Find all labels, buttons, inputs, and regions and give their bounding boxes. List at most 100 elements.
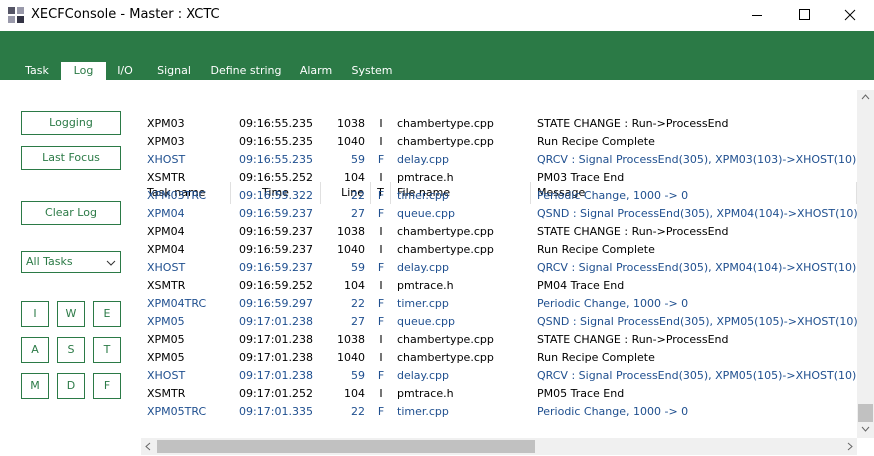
logging-button[interactable]: Logging	[21, 111, 121, 135]
log-cell: timer.cpp	[397, 297, 449, 310]
last-focus-button[interactable]: Last Focus	[21, 146, 121, 170]
scroll-right[interactable]	[847, 442, 853, 451]
log-cell: STATE CHANGE : Run->ProcessEnd	[537, 117, 729, 130]
filter-button[interactable]: I	[21, 301, 49, 327]
scroll-up[interactable]	[861, 94, 870, 100]
log-cell: Run Recipe Complete	[537, 351, 655, 364]
log-cell: 09:17:01.238	[239, 369, 313, 382]
log-cell: 59	[351, 261, 365, 274]
log-cell: XSMTR	[147, 171, 186, 184]
log-cell: 22	[351, 405, 365, 418]
log-cell: 1040	[337, 351, 365, 364]
window-controls[interactable]	[740, 0, 874, 31]
log-cell: XPM05	[147, 333, 185, 346]
tab[interactable]: Define string	[210, 64, 282, 77]
log-cell: queue.cpp	[397, 207, 455, 220]
tab[interactable]: System	[351, 64, 393, 77]
scroll-left[interactable]	[145, 442, 151, 451]
filter-button[interactable]: W	[57, 301, 85, 327]
column-header[interactable]: Time	[231, 182, 321, 204]
log-cell: QRCV : Signal ProcessEnd(305), XPM05(105…	[537, 369, 857, 382]
log-cell: chambertype.cpp	[397, 333, 494, 346]
log-cell: 59	[351, 369, 365, 382]
filter-button[interactable]: S	[57, 337, 85, 363]
log-cell: queue.cpp	[397, 315, 455, 328]
h-scrollbar[interactable]	[141, 438, 857, 455]
column-header[interactable]: Message	[531, 182, 857, 204]
log-cell: F	[377, 315, 385, 328]
log-cell: XPM04	[147, 243, 185, 256]
log-cell: I	[379, 279, 383, 292]
dropdown-arrow	[106, 260, 116, 266]
log-cell: 1040	[337, 135, 365, 148]
log-table: Task name Time Line T File name Message XPM03 0…	[141, 90, 857, 438]
column-header[interactable]: File name	[391, 182, 531, 204]
tab[interactable]: Task	[25, 64, 49, 77]
log-cell: 09:16:59.252	[239, 279, 313, 292]
log-cell: 104	[344, 279, 365, 292]
filter-button[interactable]: A	[21, 337, 49, 363]
log-cell: 09:16:55.252	[239, 171, 313, 184]
tab[interactable]: Log	[61, 62, 106, 80]
tab[interactable]: Alarm	[299, 64, 333, 77]
log-cell: I	[379, 171, 383, 184]
log-cell: 22	[351, 189, 365, 202]
filter-button[interactable]: M	[21, 373, 49, 399]
log-cell: delay.cpp	[397, 261, 449, 274]
tab[interactable]: I/O	[117, 64, 133, 77]
tab[interactable]: Signal	[157, 64, 191, 77]
clear-log-button[interactable]: Clear Log	[21, 201, 121, 225]
log-cell: 09:17:01.238	[239, 333, 313, 346]
log-cell: F	[377, 261, 385, 274]
log-cell: pmtrace.h	[397, 387, 454, 400]
task-dropdown[interactable]: All Tasks	[21, 251, 121, 273]
log-cell: 27	[351, 315, 365, 328]
log-cell: chambertype.cpp	[397, 135, 494, 148]
log-cell: 09:16:59.237	[239, 261, 313, 274]
header-band	[0, 31, 874, 80]
log-cell: I	[379, 351, 383, 364]
log-cell: XSMTR	[147, 387, 186, 400]
h-thumb[interactable]	[157, 440, 535, 453]
log-cell: STATE CHANGE : Run->ProcessEnd	[537, 333, 729, 346]
log-cell: XHOST	[147, 369, 186, 382]
log-cell: STATE CHANGE : Run->ProcessEnd	[537, 225, 729, 238]
log-cell: XPM04TRC	[147, 297, 207, 310]
log-cell: I	[379, 243, 383, 256]
log-cell: chambertype.cpp	[397, 243, 494, 256]
log-cell: 09:16:59.297	[239, 297, 313, 310]
log-cell: PM05 Trace End	[537, 387, 625, 400]
log-cell: Periodic Change, 1000 -> 0	[537, 405, 689, 418]
log-cell: QSND : Signal ProcessEnd(305), XPM05(105…	[537, 315, 857, 328]
scroll-down[interactable]	[861, 426, 870, 432]
log-cell: chambertype.cpp	[397, 117, 494, 130]
v-thumb[interactable]	[858, 404, 873, 422]
column-header[interactable]: Line	[321, 182, 371, 204]
log-cell: 1038	[337, 333, 365, 346]
log-cell: Run Recipe Complete	[537, 135, 655, 148]
log-cell: I	[379, 225, 383, 238]
log-cell: XPM03	[147, 117, 185, 130]
log-cell: XSMTR	[147, 279, 186, 292]
log-cell: QRCV : Signal ProcessEnd(305), XPM04(104…	[537, 261, 857, 274]
log-cell: 1038	[337, 117, 365, 130]
filter-button[interactable]: D	[57, 373, 85, 399]
log-cell: F	[377, 153, 385, 166]
log-cell: 09:16:55.322	[239, 189, 313, 202]
filter-button[interactable]: E	[93, 301, 121, 327]
title-bar: XECFConsole - Master : XCTC	[0, 0, 874, 31]
column-header[interactable]: Task name	[141, 182, 231, 204]
log-cell: pmtrace.h	[397, 171, 454, 184]
log-cell: Periodic Change, 1000 -> 0	[537, 297, 689, 310]
column-header[interactable]: T	[371, 182, 391, 204]
log-cell: XPM04	[147, 225, 185, 238]
filter-button[interactable]: T	[93, 337, 121, 363]
filter-button[interactable]: F	[93, 373, 121, 399]
v-scrollbar[interactable]	[857, 90, 874, 438]
log-cell: PM04 Trace End	[537, 279, 625, 292]
log-cell: 59	[351, 153, 365, 166]
log-cell: chambertype.cpp	[397, 225, 494, 238]
log-cell: 104	[344, 171, 365, 184]
log-cell: F	[377, 369, 385, 382]
